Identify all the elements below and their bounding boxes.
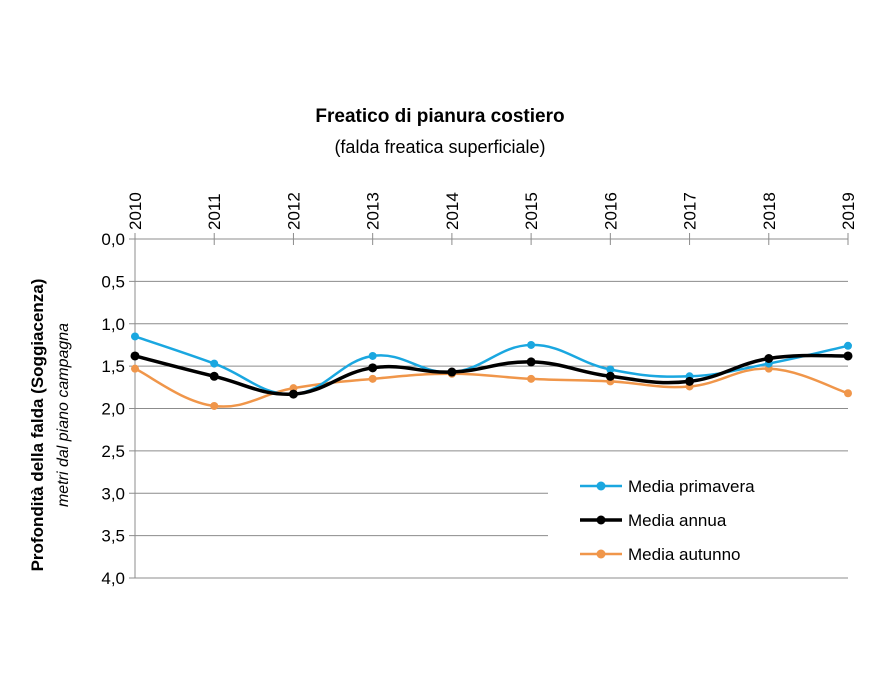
data-point-media-autunno-2015 [527,374,536,383]
legend-marker-media-primavera [596,481,606,491]
legend-label-media-autunno: Media autunno [628,545,740,564]
chart-subtitle: (falda freatica superficiale) [334,137,545,157]
gridlines [135,238,848,579]
data-point-media-annua-2016 [605,371,615,381]
data-point-media-primavera-2011 [210,359,219,368]
y-axis-sublabel: metri dal piano campagna [55,323,72,507]
y-tick-label: 2,0 [101,400,125,419]
data-point-media-annua-2017 [685,376,695,386]
x-tick-label: 2019 [839,192,858,230]
y-tick-label: 3,5 [101,527,125,546]
data-point-media-autunno-2019 [844,389,852,398]
x-tick-labels: 2010 2011 2012 2013 2014 2015 2016 2017 2018 2019 [126,192,858,230]
y-axis-label: Profondità della falda (Soggiacenza) [28,279,47,572]
series-lines [130,332,853,410]
data-point-media-autunno-2010 [131,364,139,373]
data-point-media-annua-2018 [764,353,774,363]
x-tick-label: 2018 [760,192,779,230]
series-line-media-annua [134,353,849,396]
legend-label-media-annua: Media annua [628,511,727,530]
data-point-media-primavera-2016 [606,365,615,374]
y-tick-label: 0,5 [101,272,125,291]
x-tick-label: 2013 [364,192,383,230]
x-tick-label: 2011 [205,193,224,230]
chart-title: Freatico di pianura costiero [315,106,564,127]
x-tick-label: 2017 [681,192,700,230]
data-point-media-annua-2011 [209,371,219,381]
data-point-media-annua-2010 [130,351,140,361]
y-tick-label: 1,0 [101,315,125,334]
x-tick-label: 2016 [601,192,620,230]
data-point-media-annua-2019 [843,351,853,361]
y-tick-label: 4,0 [101,569,125,588]
y-tick-labels: 0,0 0,5 1,0 1,5 2,0 2,5 3,0 3,5 4,0 [101,230,125,588]
data-point-media-annua-2012 [288,389,298,399]
data-point-media-autunno-2013 [368,374,377,383]
legend-label-media-primavera: Media primavera [628,477,755,496]
x-tick-label: 2012 [284,192,303,230]
legend-marker-media-annua [596,515,606,525]
data-point-media-annua-2014 [447,367,457,377]
x-tick-label: 2014 [443,192,462,230]
data-point-media-primavera-2010 [131,332,139,341]
data-point-media-annua-2013 [368,363,378,373]
y-tick-label: 2,5 [101,442,125,461]
x-tick-label: 2015 [522,192,541,230]
data-point-media-annua-2015 [526,357,536,367]
y-tick-label: 0,0 [101,230,125,249]
data-point-media-primavera-2013 [368,351,377,360]
series-line-media-autunno [134,367,849,408]
data-point-media-primavera-2015 [527,340,536,349]
x-tick-label: 2010 [126,192,145,230]
data-point-media-primavera-2019 [844,341,852,350]
data-point-media-autunno-2011 [210,401,219,410]
y-tick-label: 1,5 [101,357,125,376]
legend-marker-media-autunno [596,549,606,559]
y-tick-label: 3,0 [101,484,125,503]
legend: Media primavera Media annua Media autunno [580,477,755,564]
